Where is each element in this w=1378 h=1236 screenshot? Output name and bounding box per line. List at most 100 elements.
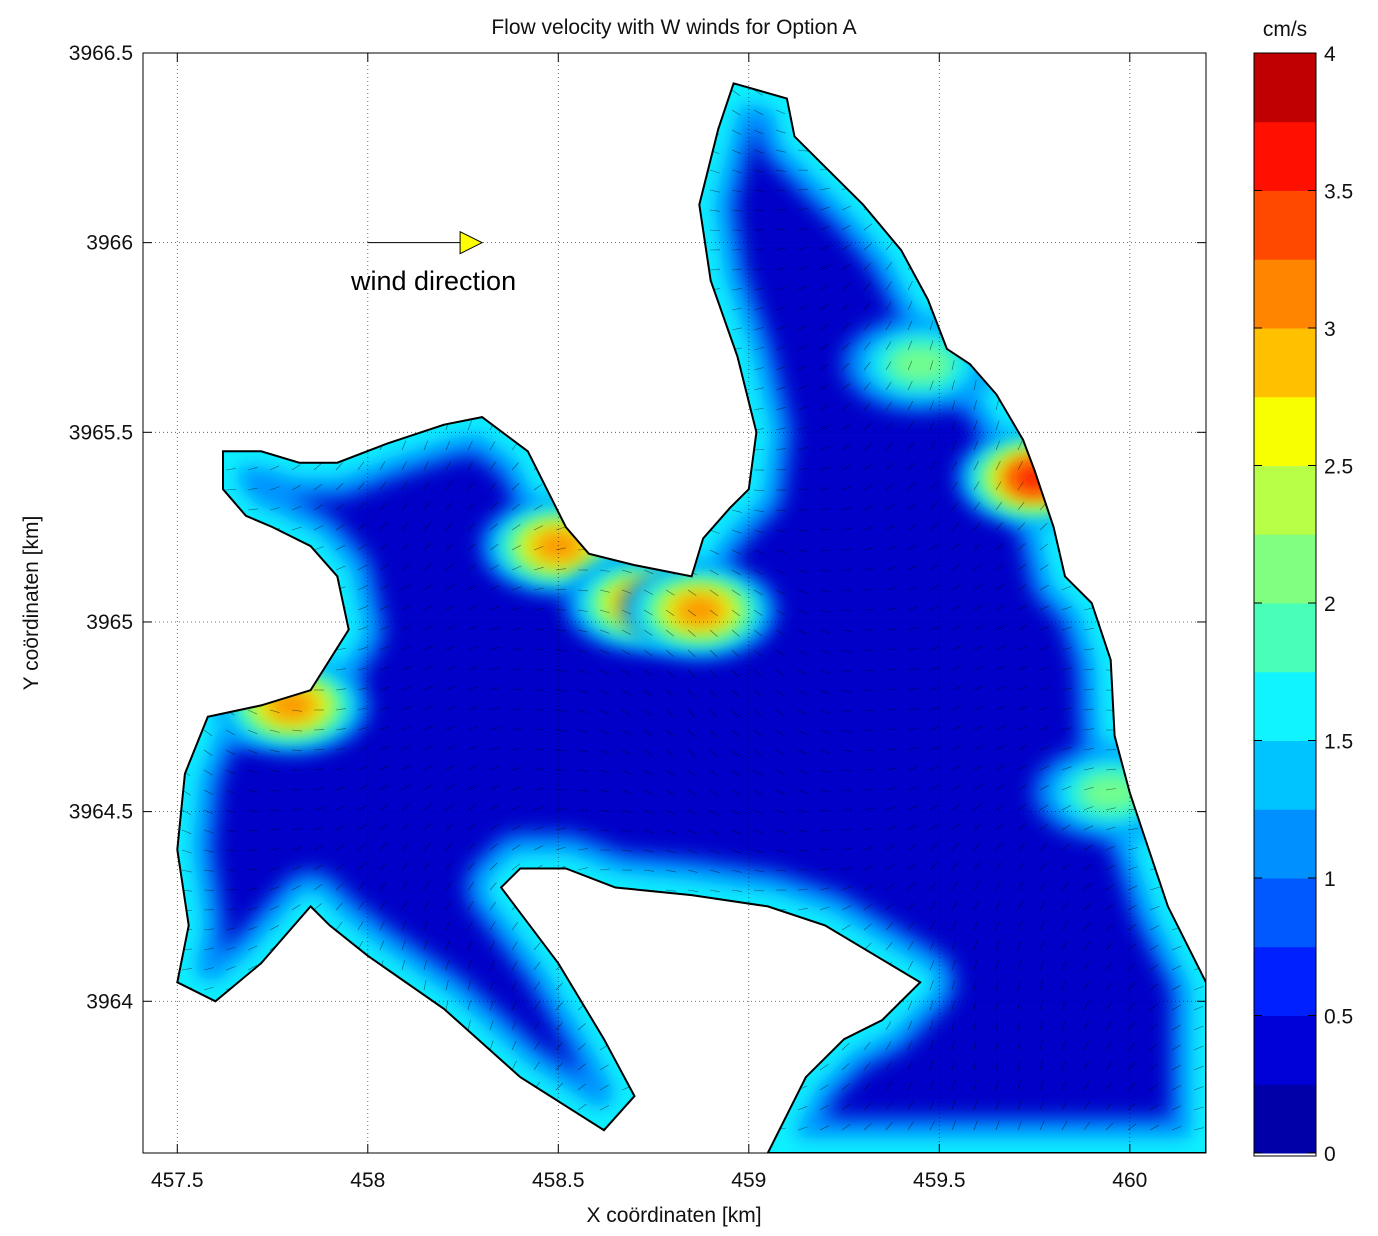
velocity-vector (819, 245, 830, 251)
velocity-vector (1017, 784, 1027, 791)
velocity-vector (335, 767, 346, 771)
velocity-vector (445, 842, 454, 851)
velocity-vector (379, 862, 387, 871)
velocity-vector (885, 361, 892, 371)
velocity-vector (819, 629, 830, 634)
velocity-vector (423, 563, 432, 571)
velocity-vector (203, 928, 214, 931)
velocity-vector (929, 502, 938, 511)
velocity-vector (555, 547, 566, 551)
velocity-vector (225, 849, 236, 852)
colorbar-band (1254, 465, 1316, 535)
velocity-vector (687, 669, 696, 678)
velocity-vector (313, 463, 322, 471)
velocity-vector (599, 649, 610, 655)
wind-arrow-marker (459, 230, 484, 255)
velocity-vector (269, 829, 281, 831)
velocity-vector (863, 505, 874, 511)
velocity-vector (291, 505, 302, 511)
hotspot-contour (673, 594, 726, 627)
velocity-vector (731, 609, 741, 617)
velocity-vector (467, 481, 475, 491)
velocity-vector (951, 1080, 956, 1091)
velocity-vector (181, 869, 192, 873)
velocity-vector (467, 920, 473, 931)
velocity-vector (643, 609, 653, 616)
velocity-vector (269, 465, 280, 471)
velocity-vector (1061, 824, 1071, 831)
velocity-vector (687, 649, 696, 658)
velocity-vector (1171, 1126, 1182, 1131)
velocity-vector (731, 789, 741, 796)
velocity-vector (1127, 1123, 1137, 1131)
velocity-vector (907, 667, 918, 671)
velocity-vector (1105, 1021, 1112, 1031)
velocity-vector (973, 460, 979, 471)
velocity-vector (863, 223, 873, 231)
velocity-vector (1149, 886, 1160, 891)
velocity-vector (445, 920, 451, 931)
velocity-vector (511, 524, 521, 531)
wind-direction-label: wind direction (350, 266, 516, 296)
velocity-vector (357, 646, 368, 651)
velocity-vector (907, 863, 916, 871)
velocity-vector (819, 445, 830, 451)
velocity-vector (753, 749, 763, 757)
velocity-vector (973, 861, 981, 871)
velocity-vector (731, 649, 740, 658)
y-tick-label: 3966 (86, 232, 133, 255)
velocity-vector (489, 667, 500, 671)
velocity-vector (951, 1100, 956, 1111)
velocity-vector (907, 1101, 914, 1111)
velocity-vector (687, 769, 697, 777)
hotspot-contour (885, 342, 955, 386)
velocity-vector (555, 982, 564, 991)
velocity-vector (599, 629, 610, 634)
velocity-vector (1017, 1120, 1022, 1131)
velocity-vector (599, 868, 610, 871)
velocity-vector (467, 584, 477, 591)
velocity-vector (335, 747, 346, 751)
velocity-vector (247, 789, 258, 793)
velocity-vector (181, 968, 192, 971)
velocity-vector (533, 981, 540, 991)
velocity-vector (907, 606, 918, 611)
x-tick-label: 459.5 (913, 1169, 966, 1192)
velocity-vector (1149, 983, 1159, 991)
velocity-vector (357, 882, 365, 891)
velocity-vector (665, 769, 675, 777)
velocity-vector (797, 809, 808, 813)
velocity-vector (665, 689, 674, 697)
velocity-vector (951, 380, 955, 391)
colorbar-band (1254, 946, 1316, 1016)
y-axis-ticks: 3964 3964.5 3965 3965.5 3966 3966.5 (69, 42, 1206, 1013)
velocity-vector (841, 1063, 850, 1071)
velocity-vector (841, 866, 852, 871)
velocity-vector (643, 729, 653, 737)
velocity-vector (1083, 1040, 1089, 1051)
velocity-vector (885, 922, 894, 931)
velocity-vector (995, 764, 1005, 771)
velocity-vector (841, 669, 852, 673)
velocity-vector (709, 169, 720, 174)
velocity-vector (401, 522, 410, 531)
velocity-vector (1193, 1086, 1204, 1091)
velocity-vector (1149, 1003, 1159, 1011)
velocity-vector (753, 268, 764, 271)
velocity-vector (907, 786, 918, 791)
velocity-vector (929, 1120, 935, 1131)
velocity-vector (423, 625, 434, 631)
velocity-vector (951, 420, 956, 431)
velocity-vector (1061, 960, 1067, 971)
velocity-vector (1017, 842, 1026, 851)
velocity-vector (1061, 1060, 1066, 1071)
velocity-vector (423, 645, 434, 651)
velocity-vector (929, 901, 936, 911)
velocity-vector (1017, 1100, 1022, 1111)
velocity-vector (731, 509, 742, 513)
velocity-vector (621, 669, 631, 676)
velocity-vector (841, 886, 852, 891)
velocity-vector (841, 224, 851, 231)
velocity-vector (269, 789, 281, 792)
velocity-vector (885, 648, 897, 651)
